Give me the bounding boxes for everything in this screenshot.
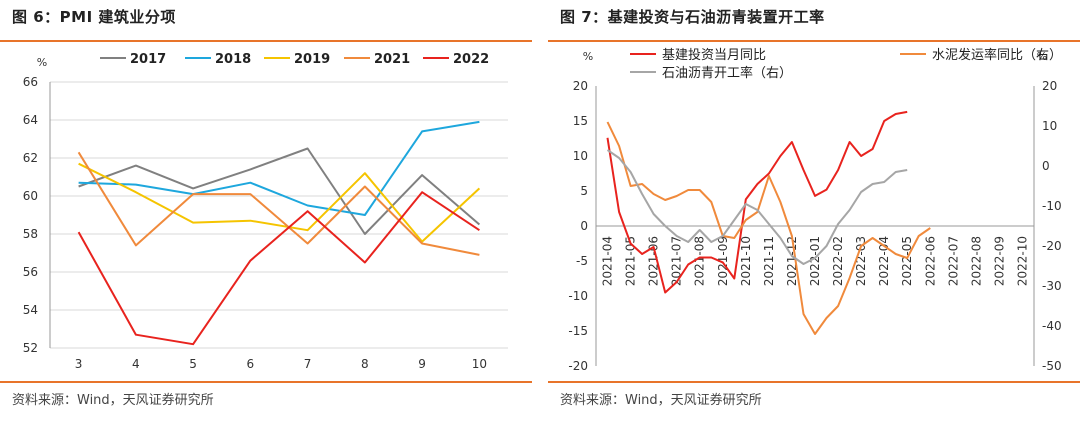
right-title-rule (548, 40, 1080, 42)
right-y-tick-label: -10 (1042, 199, 1062, 213)
legend-label-2022: 2022 (453, 52, 489, 67)
legend-label-0: 基建投资当月同比 (662, 47, 766, 63)
x-tick-label: 2022-07 (946, 236, 960, 286)
series-line-2022 (77, 191, 480, 346)
x-tick-label: 8 (361, 357, 369, 371)
right-y-tick-label: -20 (1042, 239, 1062, 253)
series-line-0 (606, 110, 908, 294)
right-panel: 图 7：基建投资与石油沥青装置开工率 -20 -15 -10 -5 0 5 10 15 20 -5… (548, 0, 1080, 423)
left-y-tick-label: 5 (580, 184, 588, 198)
left-title-rule (0, 40, 532, 42)
x-tick-label: 2022-01 (808, 236, 822, 286)
x-tick-label: 2022-06 (923, 236, 937, 286)
left-chart-title: 图 6：PMI 建筑业分项 (12, 8, 176, 26)
left-source-note: 资料来源：Wind，天风证券研究所 (12, 393, 214, 408)
left-y-unit-label: % (583, 50, 593, 63)
x-tick-label: 2021-11 (762, 236, 776, 286)
left-y-tick-label: -10 (568, 289, 588, 303)
series-line-2021 (77, 151, 480, 256)
x-tick-label: 2022-05 (900, 236, 914, 286)
left-source-rule (0, 381, 532, 383)
x-tick-label: 2021-04 (601, 236, 615, 286)
right-source-note: 资料来源：Wind，天风证券研究所 (560, 393, 762, 408)
series-line-1 (606, 121, 931, 335)
x-tick-label: 10 (472, 357, 487, 371)
x-tick-label: 7 (304, 357, 312, 371)
x-tick-label: 2021-12 (785, 236, 799, 286)
left-panel: 图 6：PMI 建筑业分项 52 54 56 58 60 62 64 66% 3 4 5 6 7 8 9 10… (0, 0, 532, 423)
y-tick-label: 66 (23, 75, 38, 89)
left-y-tick-label: 0 (580, 219, 588, 233)
y-tick-label: 52 (23, 341, 38, 355)
x-tick-label: 2021-05 (624, 236, 638, 286)
right-y-tick-label: -30 (1042, 279, 1062, 293)
x-tick-label: 2021-07 (670, 236, 684, 286)
legend-label-1: 水泥发运率同比（右） (932, 47, 1062, 63)
left-y-tick-label: -5 (576, 254, 588, 268)
legend-label-2021: 2021 (374, 52, 410, 67)
series-line-2018 (78, 120, 480, 216)
right-chart-title: 图 7：基建投资与石油沥青装置开工率 (560, 8, 825, 26)
legend-label-2019: 2019 (294, 52, 330, 67)
y-tick-label: 64 (23, 113, 38, 127)
series-line-2019 (78, 162, 481, 243)
right-chart: -20-15-10-505101520-50-40-30-20-1001020%… (568, 47, 1062, 373)
left-y-tick-label: 10 (573, 149, 588, 163)
y-tick-label: 62 (23, 151, 38, 165)
x-tick-label: 2022-10 (1015, 236, 1029, 286)
x-tick-label: 2021-09 (716, 236, 730, 286)
series-line-2 (606, 149, 908, 265)
y-tick-label: 54 (23, 303, 38, 317)
x-tick-label: 5 (189, 357, 197, 371)
x-tick-label: 2021-06 (647, 236, 661, 286)
right-y-tick-label: -50 (1042, 359, 1062, 373)
y-tick-label: 58 (23, 227, 38, 241)
y-tick-label: 56 (23, 265, 38, 279)
x-tick-label: 3 (75, 357, 83, 371)
x-tick-label: 2022-02 (831, 236, 845, 286)
left-y-tick-label: 15 (573, 114, 588, 128)
legend-label-2: 石油沥青开工率（右） (662, 65, 792, 81)
x-tick-label: 4 (132, 357, 140, 371)
right-y-tick-label: 20 (1042, 79, 1057, 93)
legend-label-2018: 2018 (215, 52, 251, 67)
x-tick-label: 2022-08 (969, 236, 983, 286)
x-tick-label: 2022-09 (992, 236, 1006, 286)
right-source-rule (548, 381, 1080, 383)
x-tick-label: 9 (418, 357, 426, 371)
series-line-2017 (78, 147, 481, 235)
right-y-tick-label: 10 (1042, 119, 1057, 133)
left-y-tick-label: -15 (568, 324, 588, 338)
right-y-unit-label: % (1037, 50, 1047, 63)
x-tick-label: 2021-10 (739, 236, 753, 286)
x-tick-label: 2021-08 (693, 236, 707, 286)
y-unit-label: % (37, 56, 47, 69)
legend-label-2017: 2017 (130, 52, 166, 67)
x-tick-label: 6 (247, 357, 255, 371)
left-y-tick-label: 20 (573, 79, 588, 93)
left-y-tick-label: -20 (568, 359, 588, 373)
right-y-tick-label: 0 (1042, 159, 1050, 173)
right-y-tick-label: -40 (1042, 319, 1062, 333)
x-tick-label: 2022-03 (854, 236, 868, 286)
y-tick-label: 60 (23, 189, 38, 203)
